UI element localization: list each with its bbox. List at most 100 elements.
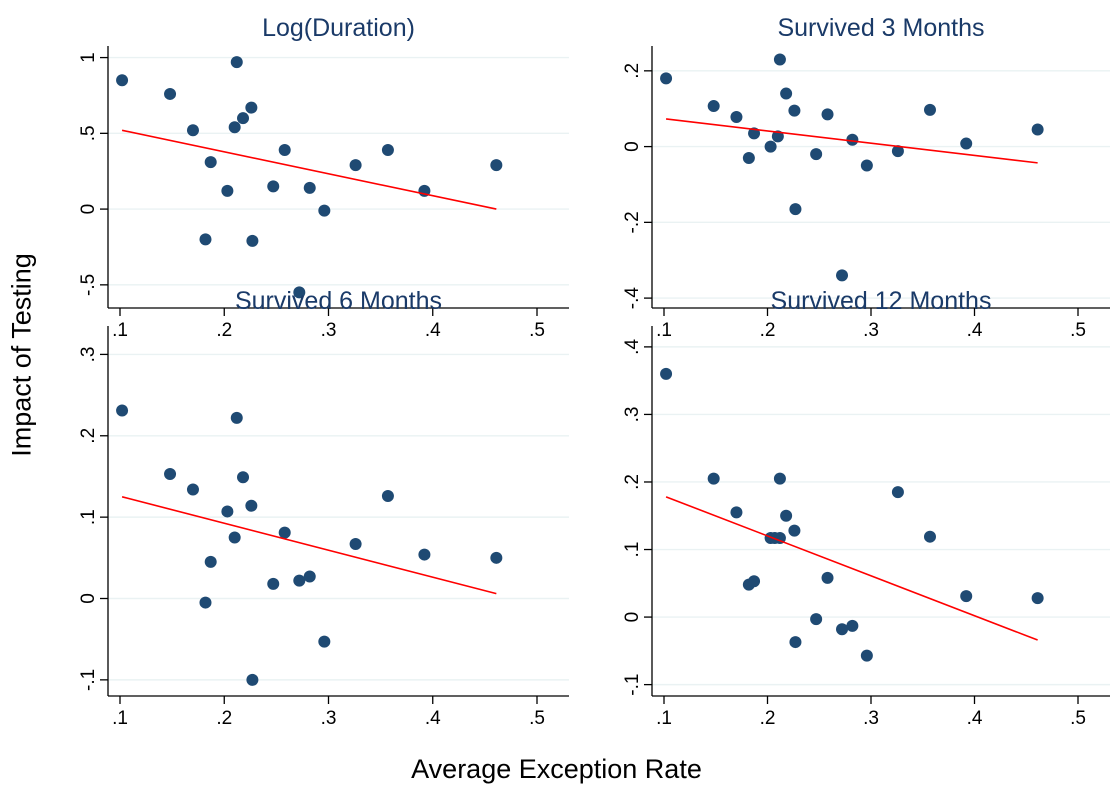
x-tick-label: .1 (656, 708, 672, 729)
y-axis-label: Impact of Testing (2, 190, 42, 520)
data-point (821, 571, 834, 584)
panel-4: Survived 12 Months -.1 0 .1 .2 .3 .4 .1 .2 .3 .4 .5 (622, 287, 1110, 729)
data-point (773, 472, 786, 485)
data-point (490, 551, 503, 564)
data-point (228, 121, 241, 134)
y-tick-label: .2 (78, 428, 99, 444)
x-tick-label: .5 (1070, 320, 1086, 341)
data-point (960, 590, 973, 603)
data-point (230, 411, 243, 424)
x-axis-label: Average Exception Rate (411, 754, 702, 784)
y-tick-label: .5 (78, 125, 99, 141)
data-point (381, 489, 394, 502)
data-point (278, 144, 291, 156)
x-tick-label: .3 (321, 708, 337, 729)
data-point (246, 673, 259, 686)
y-tick-label: -.4 (622, 287, 643, 310)
x-tick-label: .5 (529, 320, 545, 341)
y-tick-label: .1 (622, 542, 643, 558)
data-point (788, 104, 801, 117)
data-point (245, 499, 258, 512)
x-tick-label: .3 (863, 320, 879, 341)
data-point (707, 472, 720, 485)
data-point (1031, 123, 1044, 136)
data-point (221, 505, 234, 518)
data-point (318, 204, 331, 217)
data-point (199, 596, 212, 609)
y-tick-label: .4 (622, 339, 643, 355)
x-tick-label: .2 (760, 708, 776, 729)
data-point (246, 234, 259, 247)
y-tick-label: .3 (78, 346, 99, 362)
data-point (923, 530, 936, 543)
panel-1: Log(Duration) -.5 0 .5 1 .1 .2 .3 .4 .5 (78, 14, 569, 341)
data-point (186, 124, 199, 137)
data-point (349, 159, 362, 172)
y-tick-label: .3 (622, 407, 643, 423)
data-point (116, 404, 129, 417)
data-point (707, 100, 720, 113)
data-point (293, 574, 306, 587)
data-point (789, 203, 802, 216)
fit-line (121, 129, 497, 210)
data-point (164, 87, 177, 100)
data-point (860, 159, 873, 172)
fit-line (121, 496, 497, 595)
x-tick-label: .4 (425, 708, 441, 729)
y-tick-label: 0 (622, 141, 643, 152)
data-point (245, 101, 258, 114)
data-point (221, 184, 234, 197)
data-point (164, 468, 177, 481)
data-point (230, 56, 243, 69)
data-point (267, 577, 280, 590)
data-point (186, 483, 199, 496)
data-point (490, 159, 503, 172)
data-point (267, 180, 280, 193)
data-point (237, 471, 250, 484)
panel-title: Log(Duration) (262, 14, 415, 42)
y-tick-label: .2 (622, 474, 643, 490)
y-tick-label: 1 (78, 52, 99, 63)
data-point (278, 526, 291, 539)
data-point (789, 636, 802, 649)
x-tick-label: .4 (425, 320, 441, 341)
data-point (742, 151, 755, 164)
data-point (764, 140, 777, 153)
data-point (960, 137, 973, 150)
panel-title: Survived 12 Months (771, 287, 992, 315)
data-point (381, 144, 394, 156)
y-tick-label: 0 (78, 593, 99, 604)
panel-title: Survived 6 Months (235, 287, 442, 315)
data-point (730, 111, 743, 124)
data-point (228, 531, 241, 544)
data-point (1031, 592, 1044, 605)
data-point (293, 286, 306, 299)
data-point (237, 112, 250, 125)
data-point (836, 623, 849, 636)
data-point (846, 133, 859, 146)
y-tick-label: 0 (78, 204, 99, 215)
data-point (116, 74, 129, 87)
data-point (891, 145, 904, 158)
data-point (810, 148, 823, 161)
data-point (730, 506, 743, 519)
x-tick-label: .2 (216, 320, 232, 341)
data-point (349, 537, 362, 550)
data-point (788, 524, 801, 537)
fit-line (665, 496, 1038, 641)
panel-3: Survived 6 Months -.1 0 .1 .2 .3 .1 .2 .3 .4 .5 (78, 287, 569, 729)
fit-line (665, 118, 1038, 164)
data-point (773, 53, 786, 66)
y-tick-label: -.2 (622, 211, 643, 233)
data-point (821, 108, 834, 121)
x-tick-label: .2 (760, 320, 776, 341)
data-point (303, 570, 316, 583)
data-point (660, 367, 673, 380)
x-tick-label: .2 (216, 708, 232, 729)
data-point (836, 269, 849, 282)
data-point (771, 130, 784, 143)
data-point (780, 509, 793, 522)
data-point (780, 87, 793, 100)
panel-title: Survived 3 Months (777, 14, 984, 42)
